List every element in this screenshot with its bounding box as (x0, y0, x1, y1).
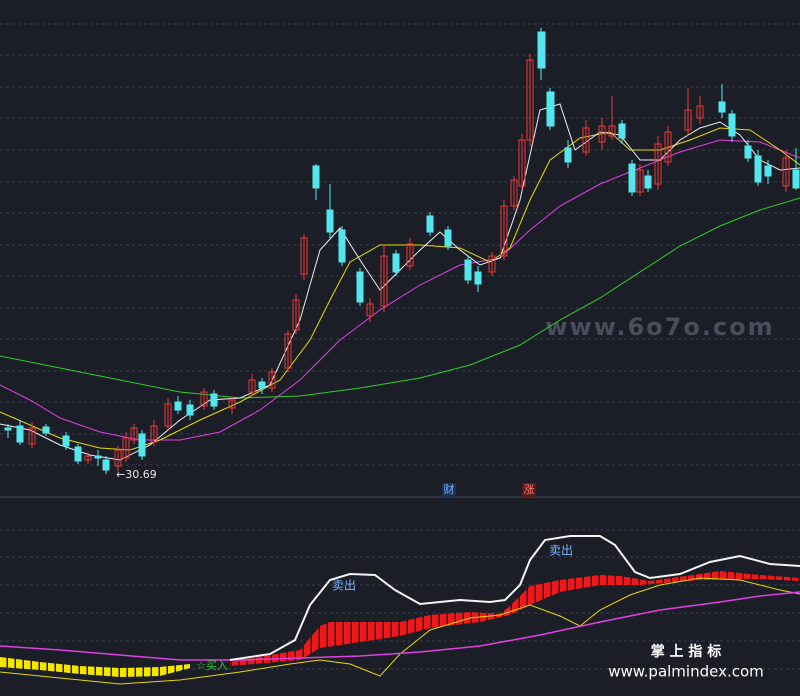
low-price-label: ←30.69 (116, 468, 157, 481)
buy-signal: ☆买入 (196, 659, 228, 672)
finance-marker[interactable]: 财 (444, 482, 455, 496)
arrow: ← (116, 468, 125, 481)
watermark: www.6o7o.com (545, 313, 774, 341)
footer-url: www.palmindex.com (608, 663, 764, 681)
candlesticks (4, 28, 800, 474)
sell-signal: 卖出 (549, 544, 573, 558)
moving-averages (0, 103, 800, 461)
grid (0, 23, 800, 670)
price: 30.69 (125, 468, 157, 481)
sell-signal: 卖出 (332, 579, 356, 593)
marker-bg (442, 483, 456, 497)
marker-bg (522, 483, 536, 497)
footer-title: 掌 上 指 标 (651, 643, 722, 660)
rise-marker[interactable]: 涨 (524, 483, 535, 496)
indicator (0, 535, 800, 685)
